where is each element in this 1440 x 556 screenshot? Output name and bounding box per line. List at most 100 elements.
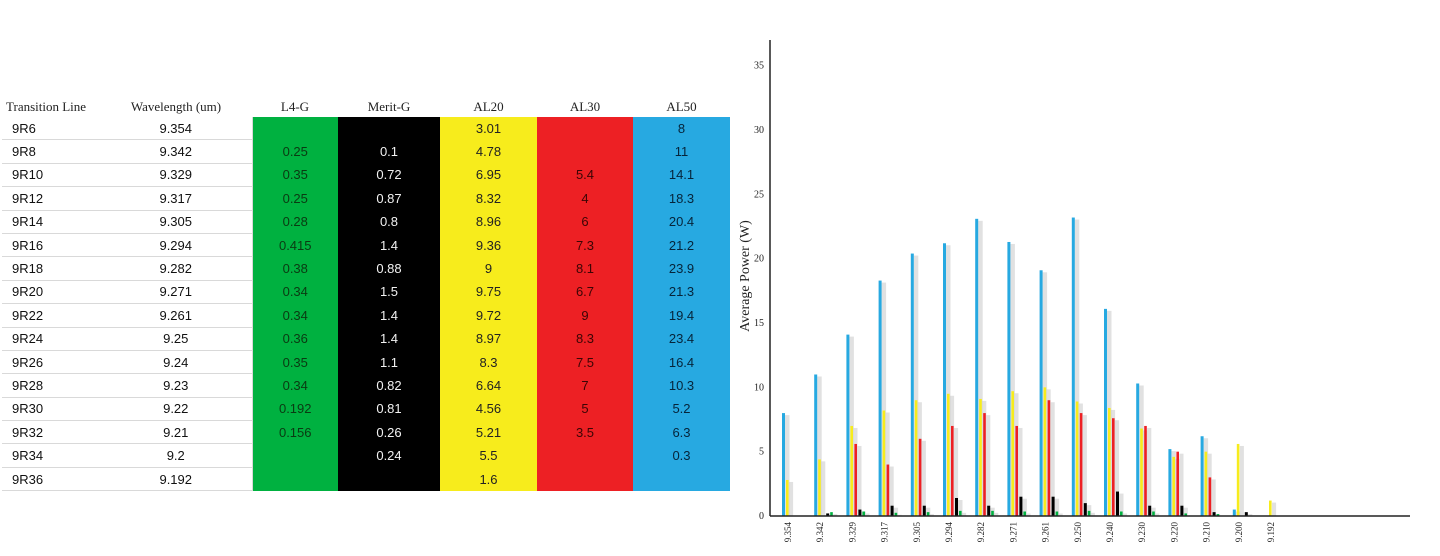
y-tick-label: 20 xyxy=(754,254,764,265)
bar-shadow xyxy=(1082,415,1087,516)
table-cell: 9R20 xyxy=(2,280,100,305)
table-cell: 5 xyxy=(537,397,633,421)
table-cell: 23.9 xyxy=(633,256,730,281)
bar-shadow xyxy=(962,512,967,516)
table-body: 9R6 9.354 3.01 8 9R8 9.342 0.25 0.1 4.78 11 9R10 9.… xyxy=(2,117,730,492)
table-cell: 9R22 xyxy=(2,303,100,328)
table-cell: 21.3 xyxy=(633,280,730,304)
table-cell xyxy=(252,117,338,140)
bar-shadow xyxy=(954,427,959,516)
header-transition-line: Transition Line xyxy=(2,97,100,117)
table-row: 9R26 9.24 0.35 1.1 8.3 7.5 16.4 xyxy=(2,350,730,375)
table-cell: 9R8 xyxy=(2,139,100,164)
table-cell: 9R28 xyxy=(2,373,100,398)
table-cell: 4 xyxy=(537,186,633,211)
table-cell: 9.294 xyxy=(100,233,253,258)
table-cell: 23.4 xyxy=(633,327,730,351)
table-cell: 5.5 xyxy=(440,443,537,468)
table-cell: 1.6 xyxy=(440,467,537,491)
table-row: 9R30 9.22 0.192 0.81 4.56 5 5.2 xyxy=(2,397,730,422)
bar-shadow xyxy=(833,514,838,516)
table-row: 9R22 9.261 0.34 1.4 9.72 9 19.4 xyxy=(2,303,730,328)
y-tick-label: 25 xyxy=(754,189,764,200)
bar-shadow xyxy=(1026,513,1031,516)
table-cell: 0.192 xyxy=(252,397,338,421)
bar xyxy=(1176,451,1179,516)
table-cell: 0.415 xyxy=(252,233,338,257)
bar-shadow xyxy=(994,512,999,516)
table-cell: 3.5 xyxy=(537,420,633,444)
table-row: 9R16 9.294 0.415 1.4 9.36 7.3 21.2 xyxy=(2,233,730,258)
bar xyxy=(1116,491,1119,516)
x-axis: 9.354 9.342 9.329 9.317 9.305 9.294 9.282 9.271… xyxy=(770,515,1410,543)
table-cell: 9.271 xyxy=(100,280,253,305)
bar xyxy=(1015,425,1018,516)
bar xyxy=(975,218,979,516)
table-cell xyxy=(537,443,633,468)
table-cell: 6.3 xyxy=(633,420,730,444)
table-row: 9R12 9.317 0.25 0.87 8.32 4 18.3 xyxy=(2,186,730,211)
bar-shadow xyxy=(865,513,870,516)
bar xyxy=(991,510,994,516)
table-cell: 0.25 xyxy=(252,139,338,164)
x-tick-label: 9.230 xyxy=(1137,522,1147,543)
bar xyxy=(1236,443,1240,516)
table-cell: 8.32 xyxy=(440,186,537,211)
bar-shadow xyxy=(885,412,890,516)
header-wavelength: Wavelength (um) xyxy=(100,97,252,117)
bar xyxy=(1120,511,1123,516)
bar xyxy=(1019,496,1023,516)
table-row: 9R8 9.342 0.25 0.1 4.78 11 xyxy=(2,139,730,164)
bar-shadow xyxy=(1155,513,1160,516)
x-tick-label: 9.294 xyxy=(944,522,954,543)
table-cell: 0.34 xyxy=(252,280,338,304)
bar-shadow xyxy=(1022,498,1027,516)
table-cell: 9.2 xyxy=(100,443,253,468)
table-cell: 7.5 xyxy=(537,350,633,374)
table-cell: 18.3 xyxy=(633,186,730,211)
bar-shadow xyxy=(925,507,931,516)
table-cell: 1.4 xyxy=(338,233,440,257)
table-cell: 9.75 xyxy=(440,280,537,304)
bar xyxy=(850,425,853,516)
data-table: Transition Line Wavelength (um) L4-G Mer… xyxy=(2,97,730,492)
table-cell: 9.21 xyxy=(100,420,253,445)
bar-shadow xyxy=(1058,513,1063,516)
table-cell: 0.1 xyxy=(338,139,440,164)
table-cell: 3.01 xyxy=(440,117,537,140)
table-cell: 6.95 xyxy=(440,163,537,187)
table-row: 9R20 9.271 0.34 1.5 9.75 6.7 21.3 xyxy=(2,280,730,305)
table-row: 9R32 9.21 0.156 0.26 5.21 3.5 6.3 xyxy=(2,420,730,445)
y-axis-label: Average Power (W) xyxy=(738,220,753,332)
bar xyxy=(1200,436,1204,516)
bar-shadow xyxy=(789,481,794,516)
bar xyxy=(1011,391,1014,516)
bar xyxy=(910,253,914,516)
table-cell: 0.34 xyxy=(252,303,338,328)
bar-shadow xyxy=(1086,505,1092,516)
table-cell xyxy=(537,139,633,164)
table-cell: 0.82 xyxy=(338,373,440,398)
bar-shadow xyxy=(1010,243,1015,516)
bar xyxy=(890,505,894,516)
table-cell: 9.36 xyxy=(440,233,537,257)
table-cell xyxy=(537,117,633,140)
bar xyxy=(1148,505,1152,516)
bar xyxy=(1208,477,1212,516)
bar xyxy=(1152,511,1155,516)
x-tick-label: 9.271 xyxy=(1008,522,1018,542)
table-cell: 9R36 xyxy=(2,467,100,492)
y-tick-label: 5 xyxy=(759,447,764,458)
bar-shadow xyxy=(1147,427,1152,516)
table-cell: 1.1 xyxy=(338,350,440,374)
bar xyxy=(1083,503,1087,516)
table-cell: 8.1 xyxy=(537,256,633,281)
bar xyxy=(918,438,922,516)
bar xyxy=(1112,418,1115,516)
bar-shadow xyxy=(1239,445,1244,516)
bar-shadow xyxy=(1123,513,1128,516)
bar xyxy=(983,413,986,516)
table-cell: 9R14 xyxy=(2,210,100,234)
x-tick-label: 9.282 xyxy=(976,522,986,542)
table-cell: 7 xyxy=(537,373,633,398)
